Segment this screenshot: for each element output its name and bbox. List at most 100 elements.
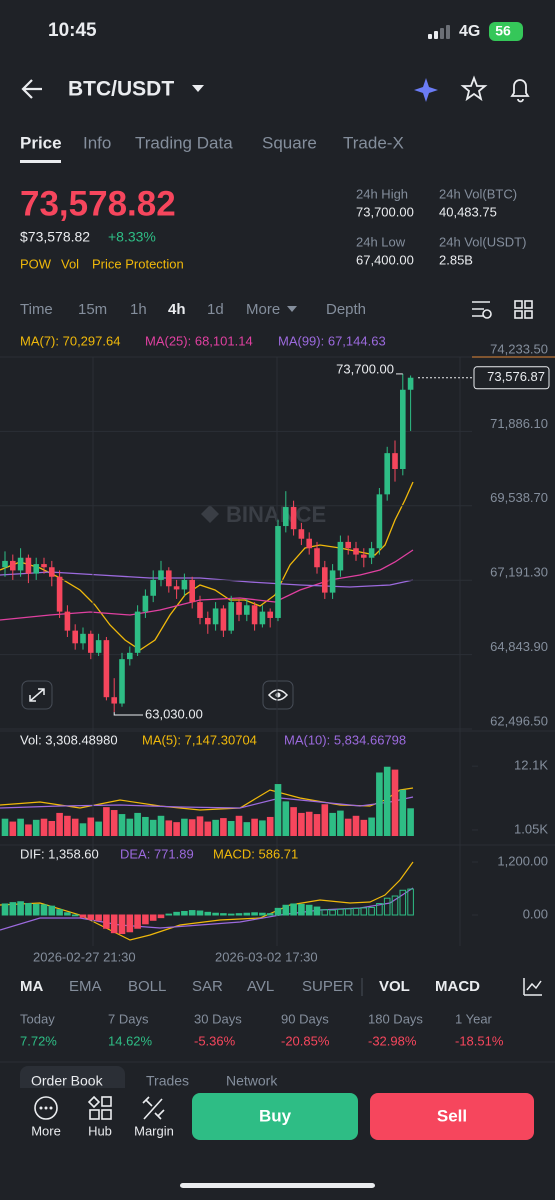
volume-bar [227, 820, 235, 836]
period-label: 30 Days [194, 1011, 242, 1026]
tab[interactable]: Price [20, 133, 62, 152]
macd-bar [251, 912, 258, 916]
candle-body [56, 576, 63, 612]
tab[interactable]: Trade-X [343, 133, 404, 152]
indicator-button[interactable]: BOLL [128, 978, 166, 995]
candle-body [290, 507, 297, 530]
high-label: 73,700.00 [336, 361, 394, 376]
more-icon[interactable] [34, 1096, 58, 1120]
volume-bar [360, 819, 368, 836]
y-tick-label: 67,191.30 [490, 565, 548, 580]
candle-body [368, 548, 375, 558]
price-tag: POW [20, 256, 52, 271]
favorite-button[interactable] [460, 75, 488, 102]
period-change: -20.85% [281, 1033, 330, 1048]
interval-button[interactable]: 4h [168, 301, 186, 318]
eye-pupil [275, 692, 281, 698]
indicator-button[interactable]: SUPER [302, 978, 354, 995]
pair-dropdown[interactable] [192, 85, 204, 92]
chart-settings-button[interactable] [472, 301, 492, 319]
indicator-settings-button[interactable] [523, 978, 542, 996]
signal-icon [428, 25, 450, 39]
volume-bar [383, 766, 391, 836]
volume-bar [173, 822, 180, 836]
interval-button[interactable]: Depth [326, 301, 366, 318]
eye-icon [267, 689, 289, 701]
macd-bar [329, 909, 336, 916]
section-tab[interactable]: Order Book [31, 1073, 104, 1089]
interval-button[interactable]: More [246, 301, 280, 318]
buy-label: Buy [259, 1106, 292, 1125]
candle-body [150, 579, 156, 596]
indicator-button[interactable]: VOL [379, 978, 410, 995]
volume-legend: MA(5): 7,147.30704 [142, 732, 257, 747]
candle-body [267, 611, 273, 618]
price-tag: Price Protection [92, 256, 184, 271]
volume-bar [391, 769, 399, 836]
candle-body [17, 557, 24, 571]
margin-icon[interactable] [142, 1096, 165, 1120]
macd-bar [337, 908, 344, 916]
status-network: 4G [459, 23, 480, 40]
vol-ma5-line [0, 787, 414, 811]
tab[interactable]: Info [83, 133, 111, 152]
indicator-button[interactable]: EMA [69, 978, 102, 995]
macd-bar [1, 903, 9, 916]
volume-legend: MA(10): 5,834.66798 [284, 732, 406, 747]
candle-body [10, 560, 16, 571]
ai-button[interactable] [414, 78, 438, 102]
dif-line [0, 861, 414, 941]
indicator-button[interactable]: AVL [247, 978, 274, 995]
volume-bar [407, 808, 414, 836]
volume-bar [126, 818, 134, 836]
pair-title[interactable]: BTC/USDT [68, 78, 174, 101]
candle-body [400, 389, 406, 469]
hub-icon[interactable] [87, 1095, 112, 1120]
macd-bar [243, 912, 251, 916]
period-change: -5.36% [194, 1033, 236, 1048]
more-dropdown[interactable] [287, 306, 297, 312]
tab[interactable]: Square [262, 133, 317, 152]
visibility-button[interactable] [262, 680, 294, 710]
section-tab[interactable]: Trades [146, 1073, 189, 1089]
candle-body [119, 659, 125, 704]
candle-body [236, 602, 242, 615]
interval-button[interactable]: 15m [78, 301, 107, 318]
indicator-button[interactable]: MACD [435, 978, 480, 995]
macd-bar [360, 907, 368, 916]
alert-button[interactable] [510, 79, 530, 103]
indicator-button[interactable]: MA [20, 978, 43, 995]
candle-body [275, 526, 281, 618]
macd-bar [266, 913, 274, 916]
interval-button[interactable]: Time [20, 301, 53, 318]
macd-bar [204, 911, 212, 916]
volume-bar [196, 816, 204, 836]
candle-body [220, 608, 227, 631]
candle-body [361, 554, 367, 558]
ma-legend: MA(99): 67,144.63 [278, 333, 386, 348]
indicator-button[interactable]: SAR [192, 978, 223, 995]
macd-bar [259, 912, 266, 916]
macd-bar [118, 914, 126, 935]
macd-bar [227, 913, 235, 916]
macd-bar [71, 914, 79, 917]
interval-button[interactable]: 1h [130, 301, 147, 318]
layout-button[interactable] [514, 300, 533, 319]
macd-bar [196, 910, 204, 916]
macd-bar [305, 904, 313, 916]
interval-button[interactable]: 1d [207, 301, 224, 318]
expand-button[interactable] [21, 680, 53, 710]
macd-bar [407, 888, 414, 916]
back-button[interactable] [21, 79, 42, 99]
home-indicator [180, 1183, 375, 1188]
volume-bar [368, 817, 375, 836]
tab[interactable]: Trading Data [135, 133, 233, 152]
macd-bar [399, 889, 407, 916]
macd-bar [40, 904, 48, 916]
candle-body [134, 611, 141, 653]
buy-button[interactable] [192, 1093, 358, 1140]
section-tab[interactable]: Network [226, 1073, 278, 1089]
ma-legend: MA(25): 68,101.14 [145, 333, 253, 348]
macd-bar [220, 913, 227, 916]
sell-button[interactable] [370, 1093, 534, 1140]
